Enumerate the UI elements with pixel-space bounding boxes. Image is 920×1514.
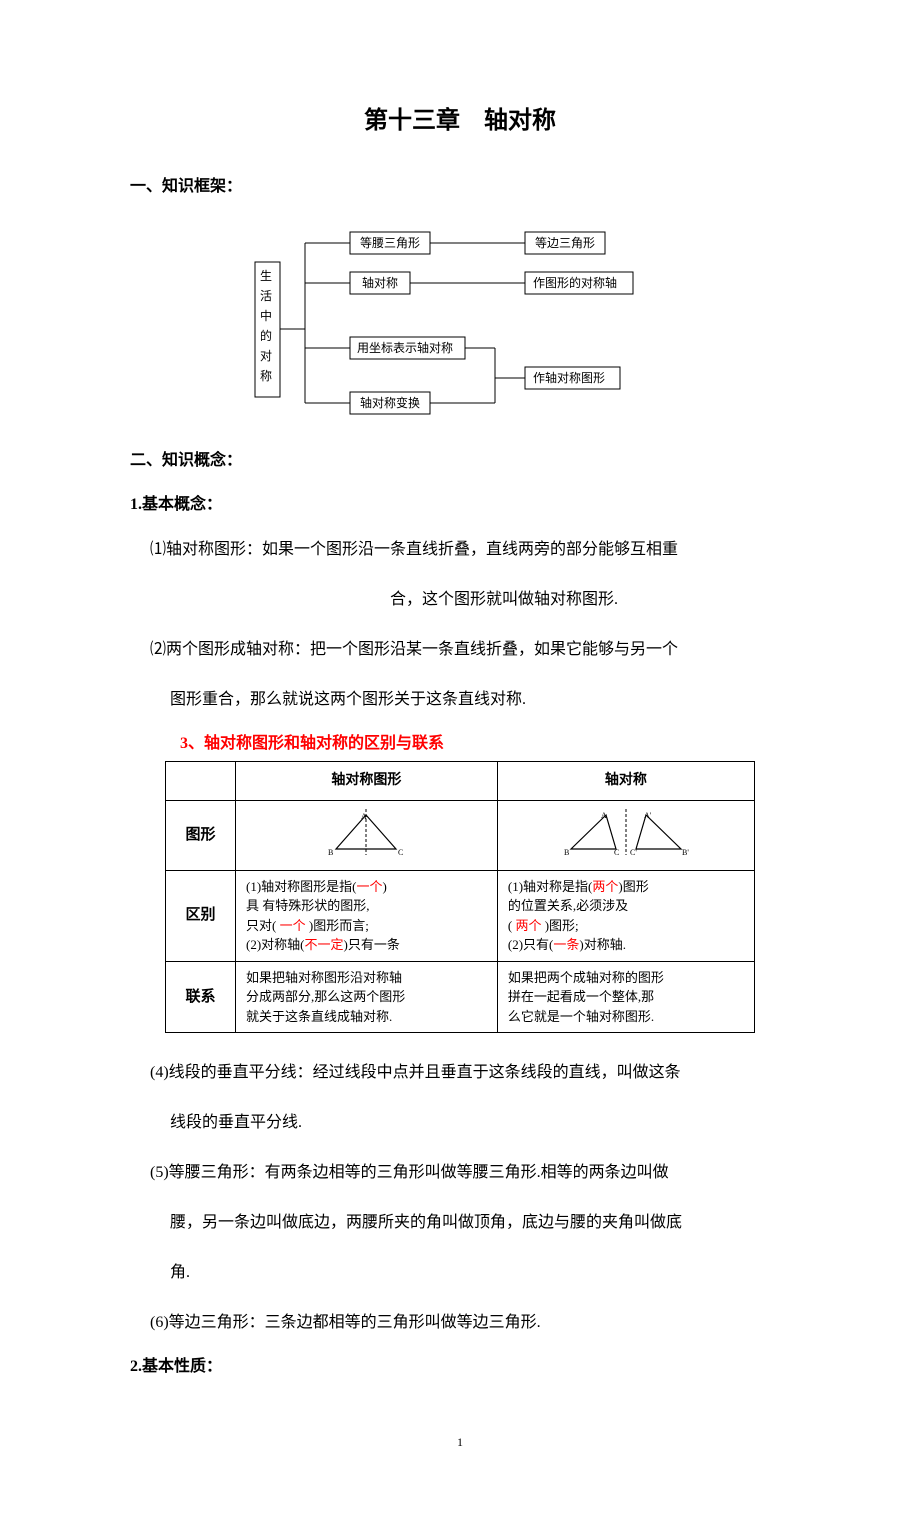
svg-text:生: 生 <box>260 269 272 283</box>
diff-cell-1: (1)轴对称图形是指(一个) 具 有特殊形状的图形, 只对( 一个 )图形而言;… <box>236 870 498 961</box>
flow-node-6: 作图形的对称轴 <box>533 275 617 290</box>
svg-text:C': C' <box>630 848 637 857</box>
knowledge-flowchart: 生 活 中 的 对 称 等腰三角形 轴对称 用坐标表示轴对称 轴对称变换 等边三… <box>130 222 790 422</box>
concept1-label: 1.基本概念： <box>130 491 790 520</box>
diff-cell-2: (1)轴对称是指(两个)图形 的位置关系,必须涉及 ( 两个 )图形; (2)只… <box>497 870 754 961</box>
row-shape-label: 图形 <box>166 800 236 870</box>
svg-text:的: 的 <box>260 328 272 343</box>
compare-table: 轴对称图形 轴对称 图形 A B C A B C A' C' B' <box>165 761 755 1033</box>
concept-4-cont: 线段的垂直平分线. <box>170 1103 790 1143</box>
concept-6: (6)等边三角形：三条边都相等的三角形叫做等边三角形. <box>150 1303 790 1343</box>
compare-title: 3、轴对称图形和轴对称的区别与联系 <box>180 730 790 759</box>
flow-node-2: 轴对称 <box>362 275 398 290</box>
flow-node-5: 等边三角形 <box>535 236 595 250</box>
svg-text:C: C <box>614 848 619 857</box>
concept-2: ⑵两个图形成轴对称：把一个图形沿某一条直线折叠，如果它能够与另一个 <box>150 630 790 670</box>
compare-col2: 轴对称 <box>497 762 754 800</box>
chapter-title: 第十三章 轴对称 <box>130 100 790 143</box>
row-diff-label: 区别 <box>166 870 236 961</box>
concept-2-cont: 图形重合，那么就说这两个图形关于这条直线对称. <box>170 680 790 720</box>
concept-1: ⑴轴对称图形：如果一个图形沿一条直线折叠，直线两旁的部分能够互相重 <box>150 530 790 570</box>
svg-text:B: B <box>328 848 333 857</box>
flow-node-4: 轴对称变换 <box>360 395 420 410</box>
concept2-label: 2.基本性质： <box>130 1353 790 1382</box>
svg-text:活: 活 <box>260 289 272 303</box>
svg-text:中: 中 <box>260 308 272 323</box>
concept-1-cont: 合，这个图形就叫做轴对称图形. <box>390 580 790 620</box>
concept-5: (5)等腰三角形：有两条边相等的三角形叫做等腰三角形.相等的两条边叫做 <box>150 1153 790 1193</box>
shape-cell-2: A B C A' C' B' <box>497 800 754 870</box>
svg-text:称: 称 <box>260 369 272 383</box>
section2-header: 二、知识概念： <box>130 447 790 476</box>
flow-node-7: 作轴对称图形 <box>533 370 605 385</box>
svg-text:A': A' <box>644 811 652 820</box>
shape-cell-1: A B C <box>236 800 498 870</box>
flow-node-3: 用坐标表示轴对称 <box>357 340 453 355</box>
svg-text:B': B' <box>682 848 689 857</box>
compare-col1: 轴对称图形 <box>236 762 498 800</box>
link-cell-2: 如果把两个成轴对称的图形拼在一起看成一个整体,那么它就是一个轴对称图形. <box>497 961 754 1033</box>
svg-text:A: A <box>601 811 607 820</box>
svg-text:B: B <box>564 848 569 857</box>
page-number: 1 <box>130 1432 790 1454</box>
row-link-label: 联系 <box>166 961 236 1033</box>
svg-text:C: C <box>398 848 403 857</box>
svg-text:A: A <box>361 812 367 821</box>
section1-header: 一、知识框架： <box>130 173 790 202</box>
svg-text:对: 对 <box>260 349 272 363</box>
concept-5-cont2: 角. <box>170 1253 790 1293</box>
link-cell-1: 如果把轴对称图形沿对称轴分成两部分,那么这两个图形就关于这条直线成轴对称. <box>236 961 498 1033</box>
concept-5-cont1: 腰，另一条边叫做底边，两腰所夹的角叫做顶角，底边与腰的夹角叫做底 <box>170 1203 790 1243</box>
concept-4: (4)线段的垂直平分线：经过线段中点并且垂直于这条线段的直线，叫做这条 <box>150 1053 790 1093</box>
flow-node-1: 等腰三角形 <box>360 236 420 250</box>
